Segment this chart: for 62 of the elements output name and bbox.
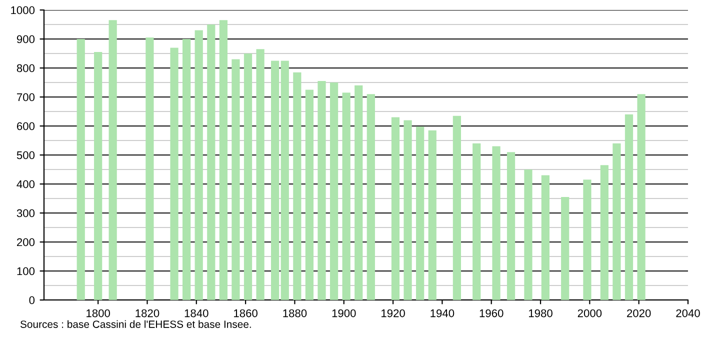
x-tick-label: 1980	[529, 309, 552, 318]
bar	[492, 146, 500, 300]
y-tick-label: 900	[16, 35, 35, 44]
x-tick-label: 1960	[480, 309, 504, 318]
bar	[637, 94, 646, 300]
bar	[256, 49, 264, 300]
bar	[452, 116, 461, 300]
bar	[244, 54, 252, 300]
bar	[472, 143, 481, 300]
bar	[416, 126, 424, 300]
bar	[305, 90, 314, 300]
y-tick-label: 300	[16, 209, 35, 218]
bar	[146, 38, 154, 300]
bar	[506, 152, 516, 300]
y-tick-label: 800	[16, 64, 35, 72]
x-tick-label: 1900	[332, 309, 356, 318]
bar	[94, 52, 102, 300]
bar	[583, 180, 592, 300]
x-tick-label: 1860	[234, 309, 258, 318]
bar	[271, 60, 280, 300]
bar	[280, 60, 289, 300]
bar	[170, 48, 178, 300]
bar	[354, 85, 363, 300]
x-tick-label: 2000	[578, 309, 602, 318]
bar	[207, 24, 216, 300]
y-tick-label: 400	[16, 180, 35, 188]
bar	[561, 197, 570, 300]
y-tick-label: 700	[17, 93, 35, 102]
bar	[600, 165, 608, 300]
x-tick-label: 1800	[86, 309, 110, 318]
y-tick-label: 500	[16, 151, 35, 160]
bar	[194, 30, 203, 300]
bar	[524, 170, 532, 300]
x-tick-label: 1920	[382, 309, 405, 318]
bar	[342, 92, 350, 300]
x-tick-label: 2040	[676, 309, 700, 318]
bar	[108, 20, 117, 300]
bar	[182, 39, 191, 300]
bar	[318, 81, 326, 300]
bar	[428, 130, 436, 300]
x-tick-label: 1940	[430, 309, 454, 318]
y-tick-label: 100	[17, 267, 35, 276]
bar	[76, 39, 85, 300]
source-note: Sources : base Cassini de l'EHESS et base Insee.	[20, 320, 251, 328]
bar	[330, 82, 338, 300]
bar	[541, 175, 550, 300]
bar	[366, 94, 375, 300]
bar	[232, 59, 240, 300]
x-tick-label: 1840	[184, 309, 208, 318]
bar	[612, 143, 621, 300]
x-tick-label: 2020	[627, 309, 651, 318]
y-tick-label: 0	[29, 296, 35, 304]
y-tick-label: 1000	[11, 6, 35, 14]
y-tick-label: 600	[17, 122, 35, 130]
y-tick-label: 200	[16, 238, 35, 246]
bar	[391, 117, 400, 300]
bar	[293, 72, 302, 300]
x-tick-label: 1820	[136, 309, 160, 318]
x-tick-label: 1880	[283, 309, 307, 318]
bar	[219, 20, 228, 300]
bar	[404, 120, 412, 300]
bar	[624, 114, 634, 300]
